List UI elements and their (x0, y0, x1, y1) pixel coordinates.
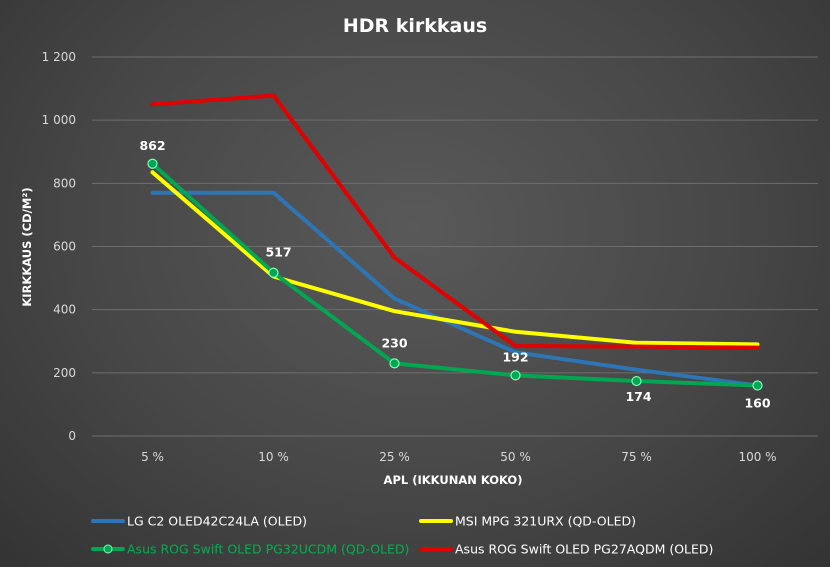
y-tick-label: 1 200 (42, 50, 76, 64)
x-tick-label: 10 % (258, 450, 289, 464)
x-tick-label: 100 % (738, 450, 776, 464)
y-tick-label: 800 (53, 176, 76, 190)
legend-entry: LG C2 OLED42C24LA (OLED) (127, 514, 307, 529)
series-line (150, 190, 760, 388)
gridlines (92, 56, 818, 437)
series-line (150, 170, 760, 347)
y-tick-labels: 0 200 400 600 800 1 000 1 200 (42, 50, 76, 443)
x-tick-label: 5 % (141, 450, 164, 464)
series-marker (631, 375, 642, 387)
legend: LG C2 OLED42C24LA (OLED) MSI MPG 321URX (… (91, 514, 713, 557)
data-label: 192 (502, 349, 528, 364)
chart-title: HDR kirkkaus (343, 15, 487, 37)
data-label: 862 (139, 138, 165, 153)
y-tick-label: 400 (53, 303, 76, 317)
y-axis-label: KIRKKAUS (CD/M²) (20, 187, 34, 306)
data-label: 174 (625, 389, 651, 404)
series-marker (147, 158, 158, 169)
x-tick-label: 75 % (621, 450, 652, 464)
series-line (150, 93, 760, 350)
series-marker (268, 267, 279, 278)
series-lines (147, 93, 763, 391)
data-label: 517 (265, 245, 291, 260)
y-tick-label: 1 000 (42, 113, 76, 127)
legend-entry: Asus ROG Swift OLED PG32UCDM (QD-OLED) (127, 542, 409, 557)
legend-marker (103, 544, 113, 554)
series-line (150, 161, 760, 388)
x-axis-label: APL (IKKUNAN KOKO) (384, 473, 523, 487)
data-label: 230 (381, 335, 407, 350)
series-marker (389, 358, 400, 369)
x-tick-label: 25 % (379, 450, 410, 464)
y-tick-label: 600 (53, 240, 76, 254)
y-tick-label: 0 (68, 429, 76, 443)
x-tick-label: 50 % (500, 450, 531, 464)
data-label: 160 (744, 395, 770, 410)
data-labels: 862 517 230 192 174 160 (139, 138, 770, 411)
legend-entry: Asus ROG Swift OLED PG27AQDM (OLED) (455, 542, 713, 557)
y-tick-label: 200 (53, 366, 76, 380)
series-marker (510, 370, 521, 381)
legend-entry: MSI MPG 321URX (QD-OLED) (455, 514, 636, 529)
x-tick-labels: 5 % 10 % 25 % 50 % 75 % 100 % (141, 450, 776, 464)
series-marker (752, 380, 763, 391)
